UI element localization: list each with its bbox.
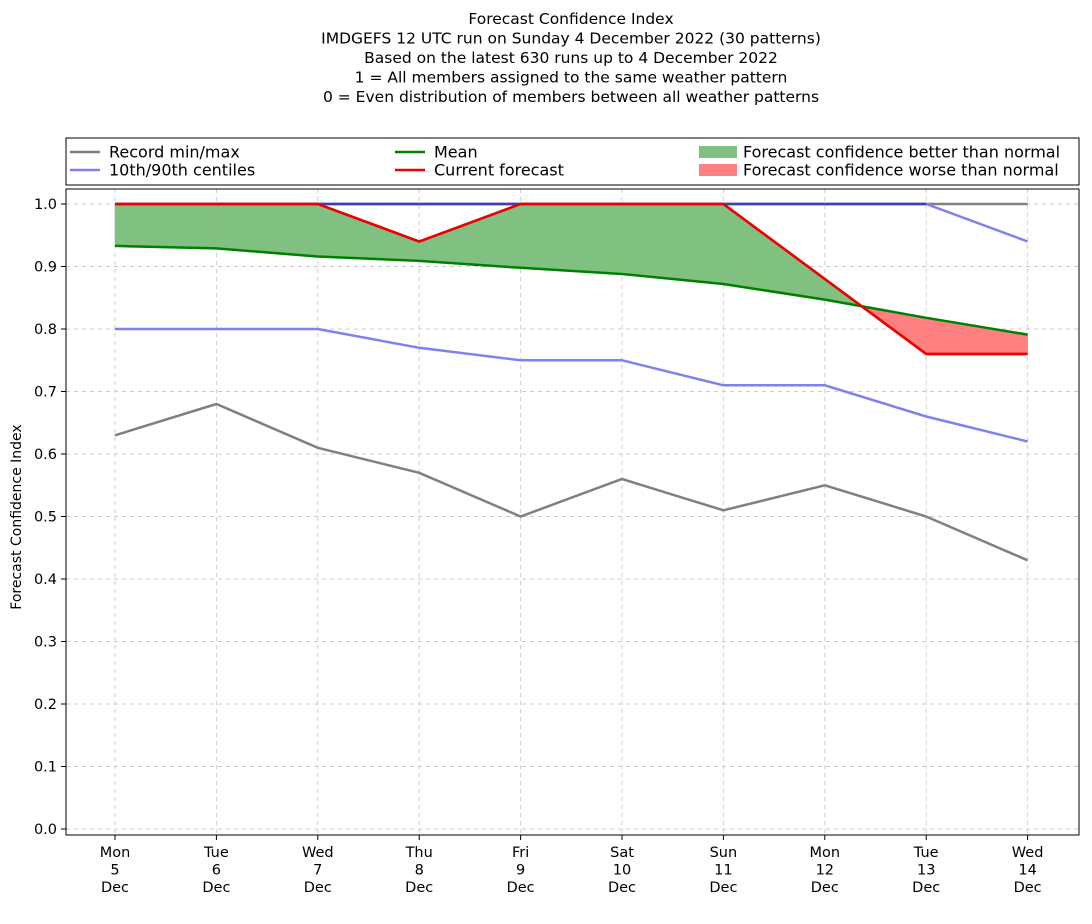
y-tick-label: 0.0 <box>34 822 57 838</box>
title-line: 1 = All members assigned to the same wea… <box>355 69 788 87</box>
better-than-normal-area <box>621 203 724 285</box>
x-tick-label: Mon <box>810 845 841 861</box>
x-tick-label: 13 <box>917 863 935 879</box>
y-axis: 0.0 0.1 0.2 0.3 0.4 0.5 0.6 0.7 0.8 0.9 1.0 <box>34 197 66 838</box>
plot-frame <box>65 188 1080 836</box>
x-tick-label: 5 <box>110 863 119 879</box>
x-tick-label: Dec <box>811 880 839 896</box>
y-tick-label: 0.5 <box>34 510 57 526</box>
legend-label: Forecast confidence better than normal <box>743 143 1060 162</box>
x-tick-label: Wed <box>302 845 334 861</box>
x-tick-label: 6 <box>212 863 221 879</box>
x-tick-label: Dec <box>202 880 230 896</box>
x-tick-label: Tue <box>913 845 939 861</box>
x-tick-label: Dec <box>1014 880 1042 896</box>
y-axis-label: Forecast Confidence Index <box>9 424 25 609</box>
x-tick-label: Wed <box>1012 845 1044 861</box>
x-tick-label: Mon <box>100 845 131 861</box>
series-line-record-min <box>114 402 1029 562</box>
title-line: Based on the latest 630 runs up to 4 Dec… <box>364 49 778 67</box>
y-tick-label: 0.2 <box>34 697 57 713</box>
title-line: Forecast Confidence Index <box>468 10 673 28</box>
x-tick-label: 8 <box>415 863 424 879</box>
better-than-normal-area <box>114 203 217 249</box>
legend-label: Mean <box>434 143 478 162</box>
legend-label: Current forecast <box>434 161 564 180</box>
x-tick-label: Thu <box>405 845 433 861</box>
series-line-mean <box>114 244 1028 336</box>
x-tick-label: Sat <box>610 845 634 861</box>
series-lines <box>114 202 1029 562</box>
y-tick-label: 0.6 <box>34 447 57 463</box>
x-tick-label: Tue <box>203 845 229 861</box>
better-than-normal-area <box>520 203 623 275</box>
x-tick-label: 12 <box>816 863 834 879</box>
x-tick-label: 7 <box>313 863 322 879</box>
y-tick-label: 0.9 <box>34 260 57 276</box>
x-tick-label: Dec <box>405 880 433 896</box>
legend-swatch <box>699 164 737 176</box>
title-line: 0 = Even distribution of members between… <box>323 88 819 106</box>
x-tick-label: 11 <box>714 863 732 879</box>
legend-frame <box>65 137 1080 186</box>
y-tick-label: 1.0 <box>34 197 57 213</box>
chart-title: Forecast Confidence Index IMDGEFS 12 UTC … <box>321 10 821 106</box>
x-tick-label: Fri <box>512 845 529 861</box>
x-tick-label: 14 <box>1018 863 1036 879</box>
x-tick-label: Dec <box>507 880 535 896</box>
y-tick-label: 0.1 <box>34 760 57 776</box>
legend-swatch <box>699 146 737 158</box>
legend-label: Record min/max <box>109 143 240 162</box>
legend-label: Forecast confidence worse than normal <box>743 161 1059 180</box>
x-tick-label: 9 <box>516 863 525 879</box>
x-axis: Mon5DecTue6DecWed7DecThu8DecFri9DecSat10… <box>100 835 1044 896</box>
title-line: IMDGEFS 12 UTC run on Sunday 4 December … <box>321 30 821 48</box>
legend-label: 10th/90th centiles <box>109 161 255 180</box>
x-tick-label: Dec <box>709 880 737 896</box>
x-tick-label: Sun <box>710 845 738 861</box>
y-tick-label: 0.3 <box>34 635 57 651</box>
series-line-current-top <box>115 202 1028 356</box>
x-tick-label: 10 <box>613 863 631 879</box>
y-tick-label: 0.7 <box>34 385 57 401</box>
y-tick-label: 0.4 <box>34 572 57 588</box>
x-tick-label: Dec <box>101 880 129 896</box>
y-tick-label: 0.8 <box>34 322 57 338</box>
x-tick-label: Dec <box>608 880 636 896</box>
series-line-p10 <box>115 327 1028 443</box>
confidence-fill-areas <box>114 203 1028 355</box>
x-tick-label: Dec <box>912 880 940 896</box>
x-tick-label: Dec <box>304 880 332 896</box>
